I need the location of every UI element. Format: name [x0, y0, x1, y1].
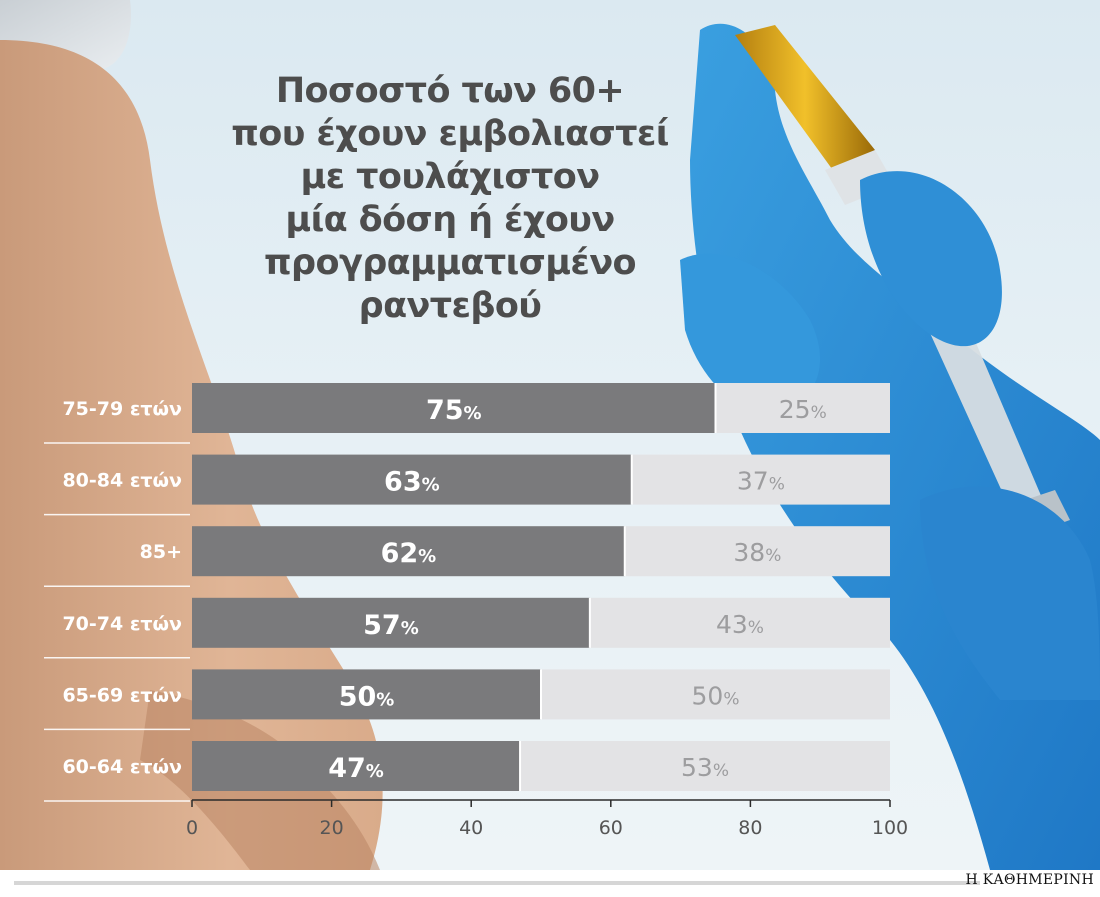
category-label: 70-74 ετών [62, 613, 182, 635]
x-tick-label: 80 [738, 817, 762, 839]
x-tick-label: 40 [459, 817, 483, 839]
category-label: 85+ [140, 541, 182, 563]
category-label: 80-84 ετών [62, 470, 182, 492]
brand-logo: Η ΚΑΘΗΜΕΡΙΝΗ [966, 872, 1094, 888]
x-tick-label: 60 [599, 817, 623, 839]
category-label: 65-69 ετών [62, 684, 182, 706]
category-label: 75-79 ετών [62, 398, 182, 420]
category-label: 60-64 ετών [62, 756, 182, 778]
bar-chart: 75-79 ετών 75% 25%80-84 ετών 63% 37%85+ 62% 38… [0, 0, 1100, 870]
x-tick-label: 100 [872, 817, 908, 839]
x-tick-label: 20 [320, 817, 344, 839]
x-tick-label: 0 [186, 817, 198, 839]
bottom-rule [14, 881, 980, 885]
